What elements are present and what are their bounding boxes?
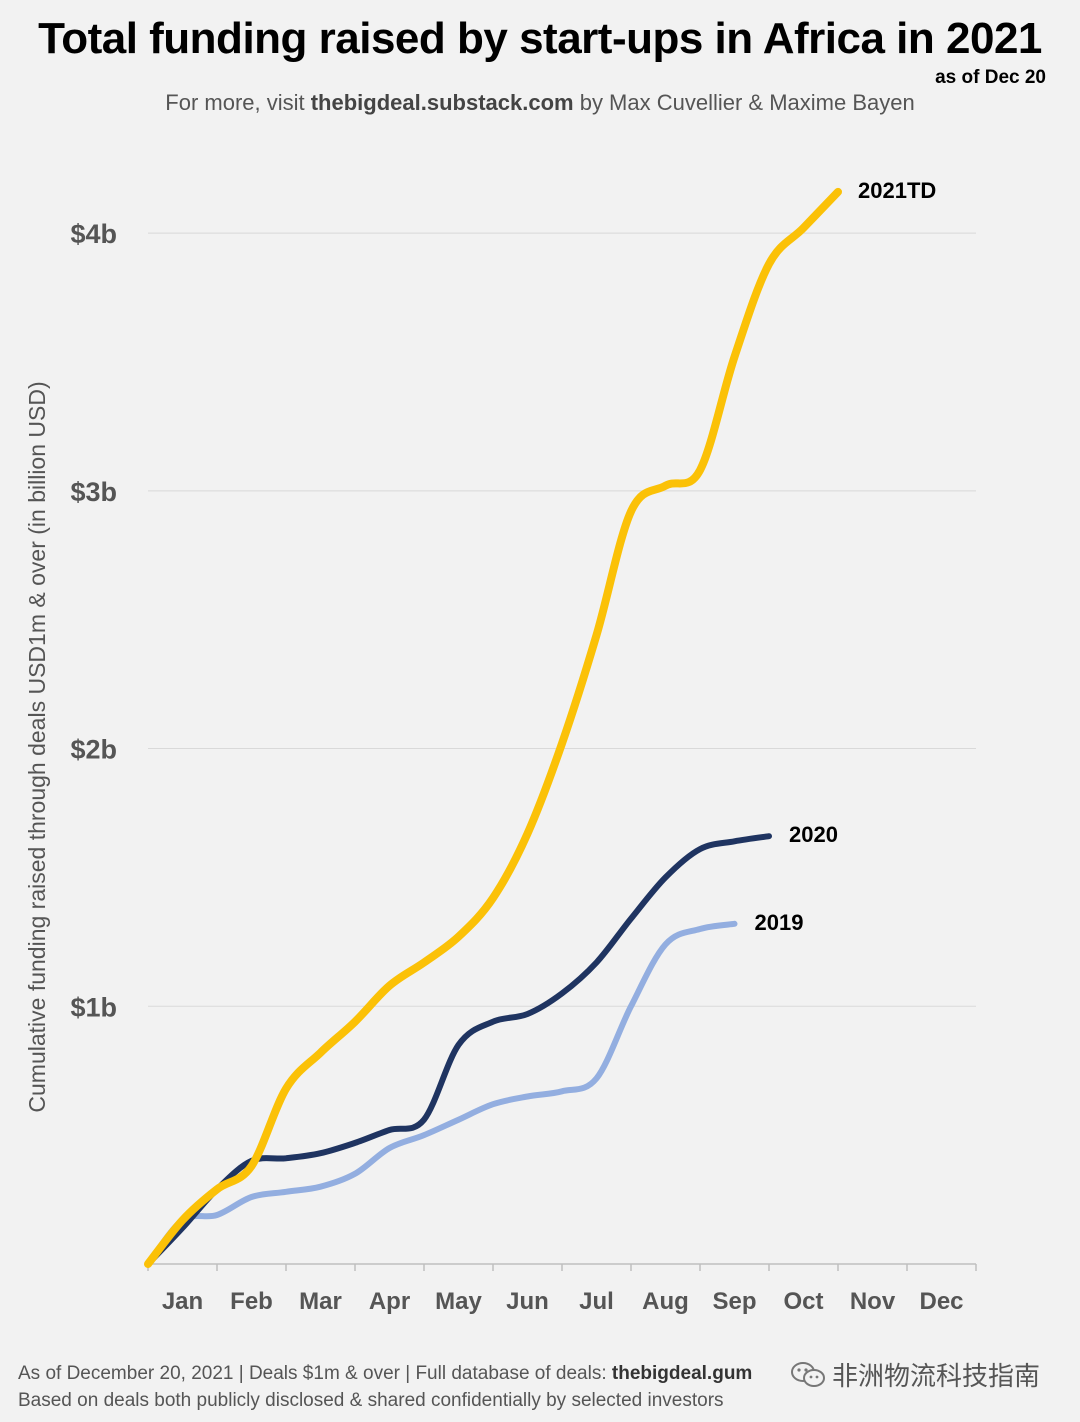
y-tick-label: $1b — [70, 992, 117, 1022]
y-tick-label: $4b — [70, 219, 117, 249]
x-tick-label: Jul — [579, 1288, 614, 1315]
x-tick-label: Mar — [299, 1288, 342, 1315]
y-axis-label: Cumulative funding raised through deals … — [24, 381, 50, 1112]
subtitle-prefix: For more, visit — [165, 90, 311, 115]
footer-line-2: Based on deals both publicly disclosed &… — [18, 1390, 724, 1411]
footer-line-1: As of December 20, 2021 | Deals $1m & ov… — [18, 1360, 752, 1387]
chart-footer: As of December 20, 2021 | Deals $1m & ov… — [18, 1360, 752, 1414]
subtitle-site-link[interactable]: thebigdeal.substack.com — [310, 90, 574, 115]
chart-title: Total funding raised by start-ups in Afr… — [38, 14, 1042, 63]
footer-database-link[interactable]: thebigdeal.gum — [611, 1363, 753, 1384]
x-tick-label: Jun — [506, 1288, 549, 1315]
watermark: 非洲物流科技指南 — [790, 1356, 1041, 1393]
x-tick-label: Oct — [783, 1288, 823, 1315]
x-tick-label: Nov — [850, 1288, 896, 1315]
series-label-2020: 2020 — [789, 822, 838, 847]
y-tick-label: $2b — [70, 735, 117, 765]
footer-line-1-text: As of December 20, 2021 | Deals $1m & ov… — [18, 1363, 612, 1384]
series-line-2019 — [145, 920, 738, 1267]
x-tick-label: Sep — [712, 1288, 756, 1315]
series-line-2021td — [144, 187, 842, 1268]
x-tick-label: May — [435, 1288, 482, 1315]
y-tick-label: $3b — [70, 477, 117, 507]
series-label-2021td: 2021TD — [858, 178, 936, 203]
x-tick-label: Aug — [642, 1288, 689, 1315]
x-tick-label: Feb — [230, 1288, 273, 1315]
series-label-2019: 2019 — [755, 910, 804, 935]
x-tick-label: Dec — [919, 1288, 963, 1315]
as-of-date: as of Dec 20 — [935, 67, 1046, 88]
subtitle-suffix: by Max Cuvellier & Maxime Bayen — [573, 90, 915, 115]
x-tick-label: Jan — [162, 1288, 203, 1315]
x-tick-label: Apr — [369, 1288, 410, 1315]
chart-subtitle: For more, visit thebigdeal.substack.com … — [0, 90, 1080, 116]
wechat-icon — [790, 1360, 826, 1390]
watermark-text: 非洲物流科技指南 — [832, 1362, 1041, 1392]
